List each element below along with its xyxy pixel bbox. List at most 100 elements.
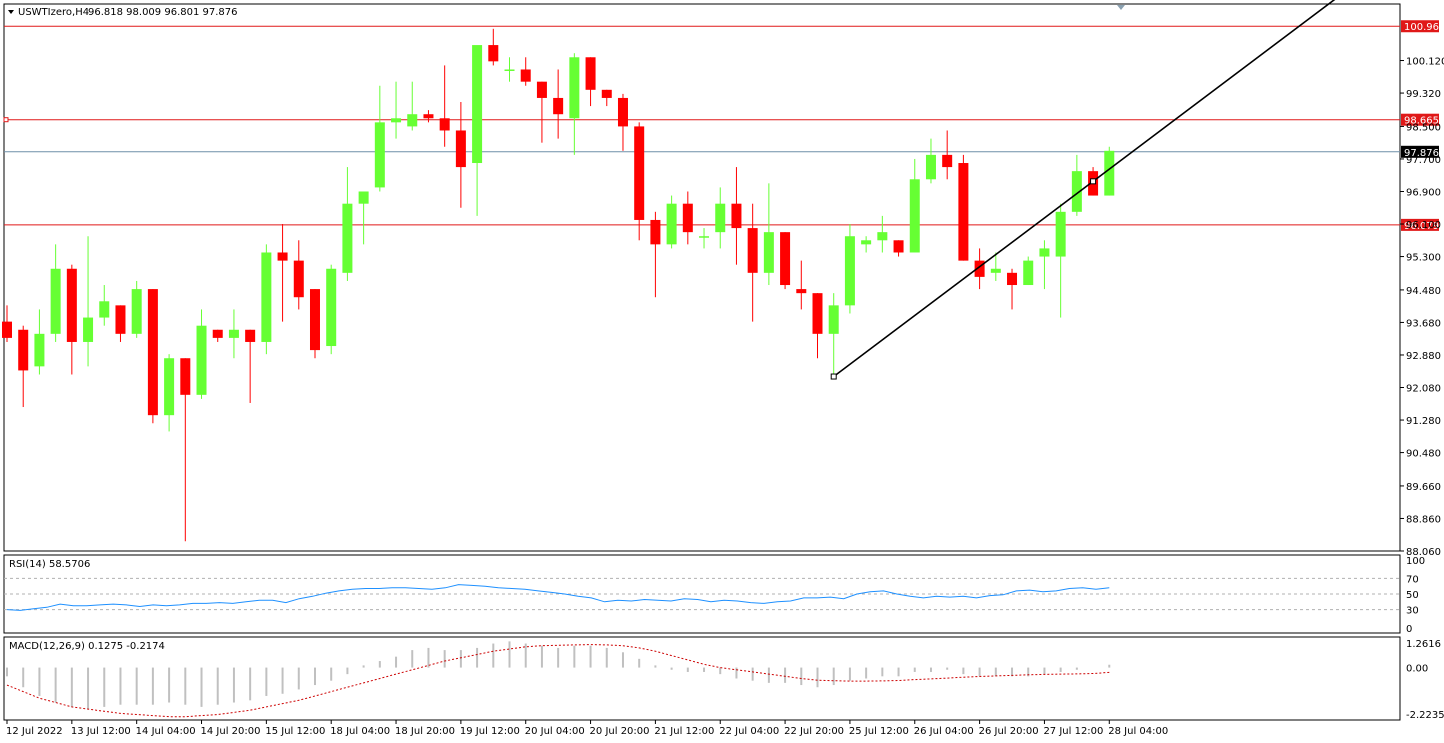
price-tick-label: 88.860 — [1406, 514, 1441, 525]
candle-body-bull — [699, 236, 710, 238]
candle-body-bull — [1039, 248, 1050, 257]
price-tick-label: 92.880 — [1406, 351, 1441, 362]
candle-body-bull — [358, 191, 369, 204]
macd-tick-label: 1.2616 — [1406, 639, 1441, 650]
time-tick-label: 26 Jul 20:00 — [979, 726, 1039, 737]
candle-body-bull — [1071, 171, 1082, 212]
candle-body-bear — [180, 358, 191, 395]
time-tick-label: 15 Jul 12:00 — [265, 726, 325, 737]
candle-body-bear — [1007, 272, 1018, 286]
candle-body-bear — [293, 260, 304, 298]
rsi-tick-label: 50 — [1406, 590, 1419, 601]
time-tick-label: 20 Jul 20:00 — [590, 726, 650, 737]
candle-body-bear — [796, 289, 807, 294]
trendline-anchor[interactable] — [1090, 178, 1097, 185]
time-tick-label: 26 Jul 04:00 — [914, 726, 974, 737]
price-tag-background — [1401, 113, 1439, 126]
chart-shift-marker-icon[interactable] — [1117, 5, 1125, 10]
candle-body-bear — [245, 329, 256, 342]
candle-body-bull — [844, 236, 855, 306]
candle-body-bear — [958, 163, 969, 261]
macd-title: MACD(12,26,9) 0.1275 -0.2174 — [9, 641, 165, 652]
horizontal-lines[interactable]: 100.963 98.665 96.079 97.876 — [3, 20, 1444, 232]
candle-body-bull — [569, 57, 580, 119]
time-tick-label: 25 Jul 12:00 — [849, 726, 909, 737]
candle-body-bull — [374, 122, 385, 188]
candle-body-bull — [877, 232, 888, 241]
candle-body-bear — [812, 293, 823, 334]
trendline-anchor[interactable] — [830, 373, 837, 380]
candle-body-bear — [893, 240, 904, 253]
time-axis: 12 Jul 2022 13 Jul 12:00 14 Jul 04:00 14 Ju… — [6, 720, 1168, 737]
ohlc-values: 96.818 98.009 96.801 97.876 — [88, 7, 238, 18]
candle-body-bull — [50, 268, 61, 334]
price-tag-label: 100.963 — [1404, 22, 1444, 33]
candle-body-bull — [164, 358, 175, 416]
candle-body-bull — [925, 154, 936, 180]
rsi-panel[interactable]: 100 70 50 30 0 RSI(14) 58.5706 — [3, 554, 1425, 635]
candle-body-bull — [1104, 150, 1115, 196]
rsi-series — [6, 584, 1110, 611]
candle-body-bear — [439, 118, 450, 131]
time-tick-label: 14 Jul 04:00 — [136, 726, 196, 737]
line-handle[interactable] — [3, 117, 9, 123]
candle-body-bear — [212, 329, 223, 338]
price-tick-label: 96.100 — [1406, 220, 1441, 231]
candle-body-bear — [942, 154, 953, 168]
candle-body-bull — [666, 203, 677, 245]
candle-body-bull — [342, 203, 353, 273]
price-tick-label: 88.060 — [1406, 547, 1441, 558]
candle-body-bear — [66, 268, 77, 342]
time-tick-label: 18 Jul 20:00 — [395, 726, 455, 737]
candle-body-bull — [407, 114, 418, 127]
candle-body-bull — [326, 268, 337, 347]
rsi-levels — [4, 577, 1400, 611]
candle-body-bull — [504, 69, 515, 71]
price-tick-label: 96.900 — [1406, 187, 1441, 198]
symbol-label: USWTIzero,H4 — [18, 7, 89, 18]
candle-body-bull — [763, 232, 774, 273]
main-panel[interactable]: 100.963 98.665 96.079 97.876 100.120 99.320 9… — [2, 0, 1444, 558]
candle-body-bear — [2, 321, 12, 338]
trendline[interactable] — [830, 0, 1372, 380]
trendline-ray[interactable] — [833, 0, 1372, 378]
candle-body-bear — [536, 81, 547, 98]
candle-body-bear — [423, 114, 434, 119]
time-tick-label: 20 Jul 04:00 — [525, 726, 585, 737]
bid-tag-label: 97.876 — [1404, 148, 1439, 159]
macd-tick-label: -2.2235 — [1406, 710, 1444, 721]
price-tick-label: 100.120 — [1406, 57, 1444, 68]
candle-body-bull — [261, 252, 272, 342]
candle-body-bull — [472, 45, 483, 164]
time-tick-label: 19 Jul 12:00 — [460, 726, 520, 737]
candle-body-bull — [909, 179, 920, 253]
main-panel-frame — [3, 3, 1401, 552]
price-tick-label: 95.300 — [1406, 253, 1441, 264]
price-tick-label: 98.500 — [1406, 122, 1441, 133]
price-tick-label: 97.700 — [1406, 155, 1441, 166]
time-tick-label: 22 Jul 04:00 — [719, 726, 779, 737]
candle-body-bear — [309, 289, 320, 351]
price-tick-label: 94.480 — [1406, 286, 1441, 297]
candle-body-bear — [634, 126, 645, 220]
rsi-axis: 100 70 50 30 0 — [1406, 556, 1425, 635]
macd-panel[interactable]: 1.2616 0.00 -2.2235 MACD(12,26,9) 0.1275 -… — [3, 636, 1444, 721]
chart-header: USWTIzero,H4 96.818 98.009 96.801 97.876 — [8, 7, 238, 18]
triangle-down-icon[interactable] — [8, 10, 14, 14]
price-tag-label: 96.079 — [1404, 221, 1439, 232]
macd-panel-frame — [3, 636, 1401, 721]
candle-body-bear — [277, 252, 288, 261]
price-tag-background — [1401, 20, 1439, 33]
candle-body-bull — [861, 240, 872, 245]
candle-body-bull — [828, 305, 839, 334]
price-tick-label: 93.680 — [1406, 318, 1441, 329]
rsi-tick-label: 0 — [1406, 624, 1412, 635]
candle-body-bull — [391, 118, 402, 123]
candle-body-bear — [520, 69, 531, 82]
price-tick-label: 90.480 — [1406, 449, 1441, 460]
candle-body-bull — [1023, 260, 1034, 286]
macd-histogram — [6, 641, 1111, 710]
candle-body-bear — [488, 45, 499, 62]
